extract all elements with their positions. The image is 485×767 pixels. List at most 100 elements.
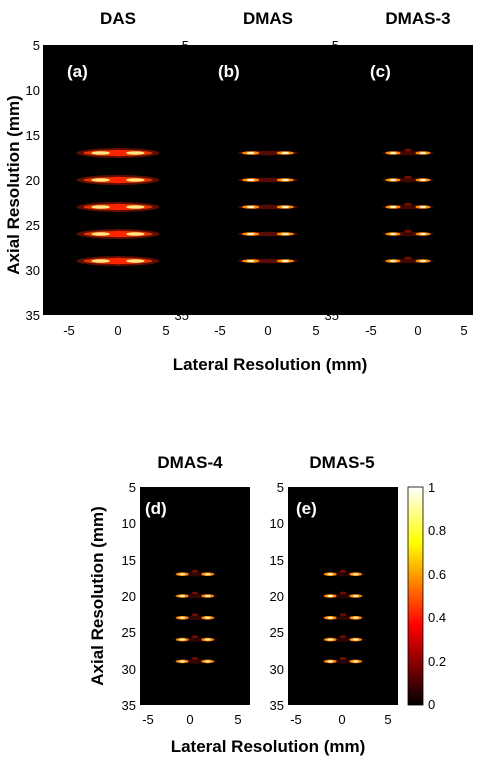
- y-tick-label: 5: [33, 38, 40, 53]
- y-tick-label: 15: [122, 553, 136, 568]
- panel-title-e: DMAS-5: [309, 453, 374, 472]
- y-tick-label: 10: [26, 83, 40, 98]
- point-target-core: [246, 260, 255, 262]
- y-tick-label: 20: [122, 589, 136, 604]
- side-lobe: [404, 175, 412, 179]
- panel-c-background: [343, 45, 473, 315]
- side-lobe: [404, 256, 412, 260]
- side-lobe: [404, 229, 412, 233]
- x-tick-label: 5: [460, 323, 467, 338]
- panel-c-label: (c): [370, 62, 391, 81]
- x-tick-label: -5: [63, 323, 75, 338]
- point-target-core: [389, 233, 397, 235]
- point-target: [126, 151, 145, 155]
- point-target-core: [352, 660, 359, 663]
- point-target-core: [281, 260, 290, 262]
- y-tick-label: 20: [325, 173, 339, 188]
- point-target-core: [419, 260, 427, 262]
- panel-d-label: (d): [145, 499, 167, 518]
- point-target: [91, 178, 110, 182]
- y-ticks-b: 5 10 15 20 25 30 35: [175, 38, 189, 323]
- x-tick-label: -5: [365, 323, 377, 338]
- x-tick-label: 5: [234, 712, 241, 727]
- point-target-core: [327, 616, 334, 619]
- y-tick-label: 5: [129, 480, 136, 495]
- side-lobe: [339, 591, 347, 595]
- point-target: [91, 151, 110, 155]
- point-target-core: [179, 638, 186, 641]
- x-ticks-c: -5 0 5: [365, 323, 467, 338]
- target-center: [107, 230, 129, 238]
- point-target: [91, 232, 110, 236]
- y-tick-label: 15: [175, 128, 189, 143]
- y-tick-label: 10: [122, 516, 136, 531]
- y-tick-label: 30: [325, 263, 339, 278]
- target-center: [107, 257, 129, 265]
- panel-a: (a): [43, 45, 193, 315]
- y-ticks-c: 5 10 15 20 25 30 35: [325, 38, 339, 323]
- side-lobe: [191, 613, 199, 617]
- y-tick-label: 20: [26, 173, 40, 188]
- side-lobe: [339, 569, 347, 573]
- point-target-core: [204, 573, 211, 576]
- panel-c-targets: [382, 148, 434, 264]
- point-target-core: [204, 660, 211, 663]
- y-tick-label: 25: [26, 218, 40, 233]
- y-tick-label: 10: [270, 516, 284, 531]
- side-lobe: [404, 148, 412, 152]
- colorbar-tick-label: 0.8: [428, 523, 446, 538]
- y-tick-label: 35: [325, 308, 339, 323]
- panel-e: (e): [288, 487, 398, 705]
- y-tick-label: 15: [26, 128, 40, 143]
- point-target-core: [246, 233, 255, 235]
- side-lobe: [191, 635, 199, 638]
- side-lobe: [339, 657, 347, 660]
- point-target-core: [352, 638, 359, 641]
- panel-d: (d): [140, 487, 250, 705]
- point-target-core: [419, 179, 427, 181]
- point-target-core: [204, 616, 211, 619]
- point-target-core: [179, 573, 186, 576]
- colorbar-tick-label: 1: [428, 480, 435, 495]
- x-tick-label: 5: [162, 323, 169, 338]
- x-axis-label-bottom: Lateral Resolution (mm): [171, 737, 366, 756]
- y-tick-label: 5: [182, 38, 189, 53]
- y-tick-label: 30: [270, 662, 284, 677]
- y-tick-label: 35: [270, 698, 284, 713]
- y-tick-label: 25: [175, 218, 189, 233]
- y-tick-label: 5: [332, 38, 339, 53]
- point-target-core: [204, 638, 211, 641]
- panel-b-targets: [238, 150, 298, 264]
- x-tick-label: -5: [214, 323, 226, 338]
- side-lobe: [191, 569, 199, 573]
- x-tick-label: 5: [384, 712, 391, 727]
- point-target-core: [327, 660, 334, 663]
- y-tick-label: 10: [175, 83, 189, 98]
- y-tick-label: 35: [122, 698, 136, 713]
- point-target-core: [419, 233, 427, 235]
- x-ticks-b: -5 0 5: [214, 323, 319, 338]
- point-target-core: [389, 179, 397, 181]
- point-target-core: [352, 595, 359, 597]
- colorbar-tick-label: 0.6: [428, 567, 446, 582]
- y-ticks-a: 5 10 15 20 25 30 35: [26, 38, 40, 323]
- y-ticks-e: 5 10 15 20 25 30 35: [270, 480, 284, 713]
- y-axis-label-top: Axial Resolution (mm): [4, 95, 23, 274]
- x-tick-label: 0: [414, 323, 421, 338]
- panel-title-c: DMAS-3: [385, 9, 450, 28]
- side-lobe: [191, 657, 199, 660]
- colorbar: 1 0.8 0.6 0.4 0.2 0: [407, 480, 446, 712]
- panel-title-d: DMAS-4: [157, 453, 223, 472]
- y-tick-label: 15: [270, 553, 284, 568]
- point-target-core: [327, 573, 334, 576]
- panel-a-targets: [76, 148, 160, 266]
- x-axis-label-top: Lateral Resolution (mm): [173, 355, 368, 374]
- point-target-core: [204, 595, 211, 597]
- x-tick-label: 0: [186, 712, 193, 727]
- x-tick-label: 0: [338, 712, 345, 727]
- panel-b-label: (b): [218, 62, 240, 81]
- y-tick-label: 30: [122, 662, 136, 677]
- x-tick-label: -5: [290, 712, 302, 727]
- point-target-core: [281, 179, 290, 181]
- point-target-core: [281, 233, 290, 235]
